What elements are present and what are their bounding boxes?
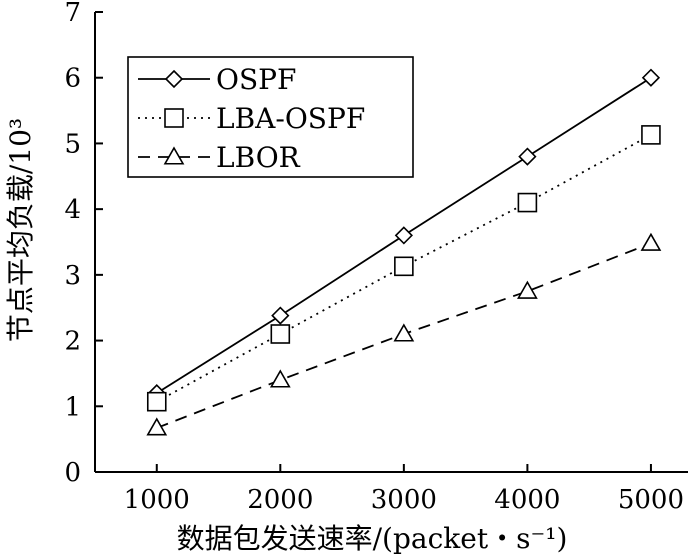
y-tick-label: 3 [64, 261, 81, 291]
data-point-ospf [641, 68, 661, 87]
legend-marker [164, 108, 184, 128]
legend-label: LBA-OSPF [216, 102, 365, 135]
legend-marker [164, 69, 184, 89]
data-point-lba-ospf [146, 391, 167, 412]
data-point-lbor [146, 417, 168, 436]
data-point-lbor [269, 369, 291, 388]
data-point-lba-ospf [517, 192, 538, 213]
y-tick-label: 1 [64, 392, 81, 422]
data-point-lbor [393, 323, 415, 342]
data-point-ospf [518, 147, 537, 166]
data-point-lbor [640, 232, 662, 251]
data-point-lbor [517, 280, 538, 299]
data-point-lba-ospf [641, 125, 661, 145]
legend-label: LBOR [216, 141, 301, 174]
legend-label: OSPF [216, 63, 296, 96]
data-point-lba-ospf [270, 324, 291, 344]
x-tick-label: 1000 [124, 485, 190, 515]
y-tick-label: 5 [64, 129, 81, 159]
y-tick-label: 4 [64, 195, 81, 225]
x-tick-label: 5000 [618, 485, 684, 515]
y-tick-label: 0 [64, 458, 81, 488]
y-tick-label: 2 [64, 327, 81, 357]
data-point-lba-ospf [394, 256, 414, 277]
x-tick-label: 2000 [247, 485, 313, 515]
legend-marker [163, 146, 185, 165]
y-tick-label: 7 [64, 0, 81, 28]
y-axis-title: 节点平均负载/10³ [4, 118, 37, 342]
data-point-ospf [271, 306, 290, 325]
x-tick-label: 4000 [494, 485, 560, 515]
data-point-ospf [394, 226, 413, 245]
y-tick-label: 6 [64, 64, 81, 94]
x-tick-label: 3000 [371, 485, 437, 515]
x-axis-title: 数据包发送速率/(packet・s⁻¹) [177, 522, 568, 555]
